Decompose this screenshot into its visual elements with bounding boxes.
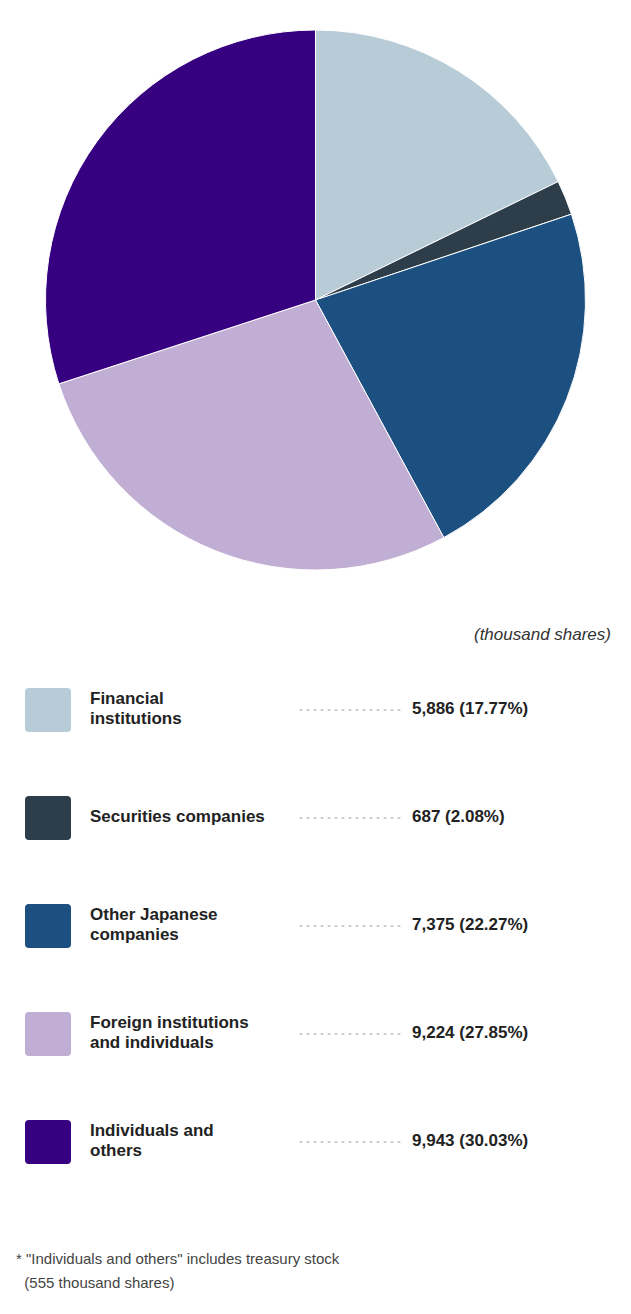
legend-swatch: [25, 904, 71, 948]
legend-value: 687 (2.08%): [412, 807, 505, 826]
legend-label: Other Japanesecompanies: [90, 905, 218, 944]
legend-label: Financialinstitutions: [90, 689, 182, 728]
legend-leader: [300, 818, 400, 819]
legend-leader: [300, 926, 400, 927]
legend-leader: [300, 1034, 400, 1035]
legend-label: Foreign institutionsand individuals: [90, 1013, 249, 1052]
legend-swatch: [25, 796, 71, 840]
legend-swatch: [25, 1012, 71, 1056]
legend-swatch: [25, 1120, 71, 1164]
pie-slice: [46, 30, 316, 384]
legend-leader: [300, 710, 400, 711]
legend: Financialinstitutions 5,886 (17.77%) Secur…: [25, 688, 528, 1164]
legend-label: Securities companies: [90, 807, 265, 826]
legend-leader: [300, 1142, 400, 1143]
legend-value: 5,886 (17.77%): [412, 699, 528, 718]
chart: (thousand shares) Financialinstitutions 5,…: [0, 0, 631, 1314]
legend-label: Individuals andothers: [90, 1121, 214, 1160]
legend-value: 7,375 (22.27%): [412, 915, 528, 934]
pie: [46, 30, 586, 570]
legend-value: 9,943 (30.03%): [412, 1131, 528, 1150]
legend-swatch: [25, 688, 71, 732]
footnote: * "Individuals and others" includes trea…: [16, 1250, 340, 1267]
subtitle: (thousand shares): [474, 625, 611, 644]
legend-value: 9,224 (27.85%): [412, 1023, 528, 1042]
footnote: (555 thousand shares): [16, 1274, 174, 1291]
